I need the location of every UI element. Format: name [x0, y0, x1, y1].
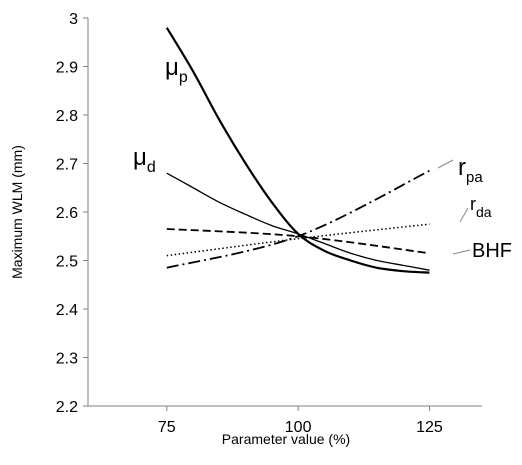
series-label-main: r — [470, 194, 476, 214]
y-tick-label: 2.3 — [56, 351, 78, 368]
series-label-r_pa: rpa — [458, 154, 483, 186]
label-leader-r_pa — [437, 159, 454, 169]
x-axis-title: Parameter value (%) — [222, 431, 350, 447]
series-line-mu_d — [166, 172, 430, 271]
series-label-r_da: rda — [470, 194, 492, 220]
series-line-r_da — [166, 223, 430, 257]
series-label-sub: d — [147, 159, 156, 176]
y-tick-label: 2.8 — [56, 108, 78, 125]
y-tick-label: 2.6 — [56, 205, 78, 222]
series-label-main: r — [458, 154, 466, 181]
x-tick-label: 100 — [285, 419, 312, 436]
series-label-sub: da — [476, 204, 492, 220]
y-tick-label: 2.9 — [56, 60, 78, 77]
y-tick-label: 2.7 — [56, 157, 78, 174]
series-label-bhf: BHF — [472, 240, 512, 262]
series-line-r_pa — [166, 169, 430, 269]
label-leader-r_da — [459, 207, 469, 223]
series-label-sub: pa — [466, 169, 483, 186]
series-line-bhf — [166, 228, 430, 255]
y-axis-title: Maximum WLM (mm) — [9, 145, 25, 279]
y-tick-label: 2.2 — [56, 399, 78, 416]
series-label-main: μ — [165, 54, 179, 81]
series-label-mu_p: μp — [165, 54, 188, 86]
y-tick-label: 2.4 — [56, 302, 78, 319]
series-label-main: BHF — [472, 240, 512, 262]
y-ticks: 2.2 2.3 2.4 2.5 2.6 2.7 2.8 2.9 3 — [56, 11, 88, 416]
y-tick-label: 2.5 — [56, 254, 78, 271]
series-lines — [165, 27, 430, 274]
x-axis: 75 100 125 — [88, 405, 482, 436]
y-axis: 2.2 2.3 2.4 2.5 2.6 2.7 2.8 2.9 3 — [56, 11, 89, 416]
series-label-sub: p — [179, 69, 188, 86]
series-label-main: μ — [133, 144, 147, 171]
label-leader-bhf — [452, 249, 471, 255]
x-ticks: 75 100 125 — [158, 406, 443, 436]
y-tick-label: 3 — [69, 11, 78, 28]
x-tick-label: 75 — [158, 419, 176, 436]
x-tick-label: 125 — [416, 419, 443, 436]
series-label-mu_d: μd — [133, 144, 156, 176]
